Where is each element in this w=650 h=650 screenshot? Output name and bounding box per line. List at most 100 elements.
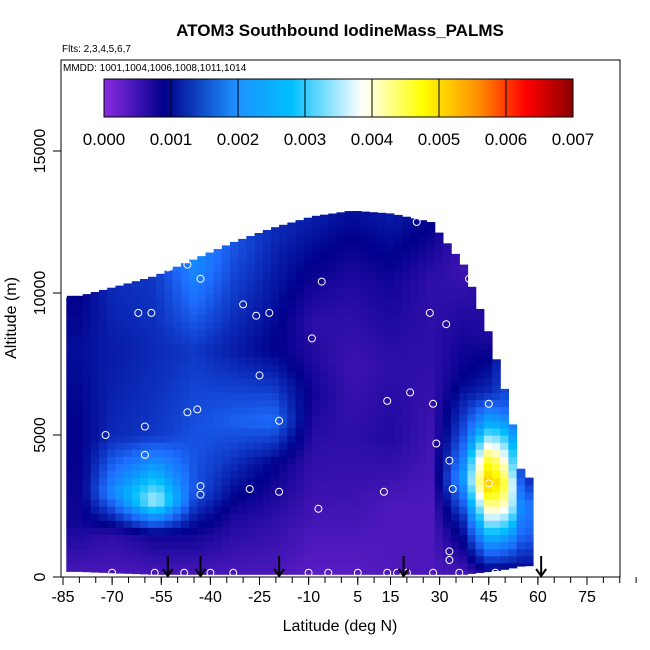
heatmap-cell	[402, 491, 411, 500]
heatmap-cell	[140, 513, 149, 521]
heatmap-cell	[328, 477, 338, 486]
heatmap-cell	[295, 477, 305, 486]
heatmap-cell	[148, 349, 157, 358]
heatmap-cell	[197, 442, 207, 450]
heatmap-cell	[164, 335, 174, 344]
heatmap-cell	[377, 506, 387, 514]
heatmap-cell	[418, 278, 428, 287]
heatmap-cell	[238, 328, 247, 337]
heatmap-cell	[254, 392, 264, 401]
heatmap-cell	[418, 470, 428, 479]
heatmap-cell	[66, 520, 76, 528]
heatmap-cell	[205, 456, 215, 464]
heatmap-cell	[369, 328, 378, 337]
heatmap-cell	[123, 534, 133, 543]
colorbar-tick-label: 0.000	[83, 130, 126, 149]
heatmap-cell	[442, 321, 452, 330]
heatmap-cell	[336, 236, 346, 244]
heatmap-cell	[238, 463, 247, 472]
heatmap-cell	[148, 307, 157, 315]
heatmap-cell	[230, 513, 239, 521]
heatmap-cell	[442, 534, 452, 543]
heatmap-cell	[459, 364, 469, 372]
heatmap-cell	[189, 555, 198, 564]
heatmap-cell	[172, 470, 182, 479]
heatmap-cell	[189, 392, 198, 401]
heatmap-cell	[205, 257, 215, 266]
heatmap-cell	[524, 513, 534, 521]
heatmap-cell	[377, 371, 387, 379]
heatmap-cell	[279, 420, 288, 429]
heatmap-cell	[74, 534, 84, 543]
x-tick-label: 5	[353, 589, 362, 606]
heatmap-cell	[74, 321, 84, 330]
heatmap-cell	[516, 513, 526, 521]
heatmap-cell	[295, 463, 305, 472]
heatmap-cell	[426, 527, 436, 535]
heatmap-cell	[66, 541, 76, 550]
heatmap-cell	[205, 470, 215, 479]
heatmap-cell	[426, 392, 436, 401]
heatmap-cell	[180, 263, 190, 266]
heatmap-cell	[180, 385, 190, 393]
heatmap-cell	[148, 276, 157, 280]
heatmap-cell	[361, 463, 370, 472]
heatmap-cell	[262, 498, 272, 507]
heatmap-cell	[524, 520, 534, 528]
heatmap-cell	[230, 328, 239, 337]
heatmap-cell	[123, 527, 133, 535]
observation-points	[59, 215, 523, 579]
heatmap-cell	[434, 463, 444, 472]
heatmap-cell	[385, 371, 395, 379]
heatmap-cell	[82, 385, 92, 393]
heatmap-cell	[361, 534, 370, 543]
heatmap-cell	[295, 427, 305, 436]
heatmap-cell	[500, 413, 509, 422]
heatmap-cell	[442, 491, 452, 500]
heatmap-cell	[230, 364, 239, 372]
heatmap-cell	[418, 435, 428, 443]
heatmap-cell	[352, 211, 362, 216]
heatmap-cell	[287, 520, 297, 528]
heatmap-cell	[418, 285, 428, 294]
heatmap-cell	[344, 342, 354, 351]
heatmap-cell	[385, 569, 395, 575]
heatmap-cell	[385, 562, 395, 571]
heatmap-cell	[205, 300, 215, 308]
heatmap-cell	[189, 328, 198, 337]
heatmap-cell	[451, 371, 460, 379]
heatmap-cell	[426, 406, 436, 415]
heatmap-cell	[90, 413, 100, 422]
heatmap-cell	[123, 484, 133, 493]
heatmap-cell	[344, 278, 354, 287]
heatmap-cell	[336, 335, 346, 344]
heatmap-cell	[336, 420, 346, 429]
heatmap-cell	[172, 293, 182, 301]
heatmap-cell	[426, 385, 436, 393]
heatmap-cell	[475, 314, 485, 322]
heatmap-cell	[279, 342, 288, 351]
heatmap-cell	[320, 413, 329, 422]
heatmap-cell	[82, 371, 92, 379]
heatmap-cell	[197, 491, 207, 500]
heatmap-cell	[230, 506, 239, 514]
heatmap-cell	[402, 520, 411, 528]
heatmap-cell	[254, 278, 264, 287]
heatmap-cell	[213, 364, 223, 372]
heatmap-cell	[311, 307, 321, 315]
heatmap-cell	[492, 555, 501, 564]
heatmap-cell	[271, 342, 280, 351]
heatmap-cell	[336, 278, 346, 287]
heatmap-cell	[74, 555, 84, 564]
heatmap-cell	[385, 534, 395, 543]
heatmap-cell	[115, 335, 125, 344]
heatmap-cell	[320, 285, 329, 294]
heatmap-cell	[467, 307, 477, 315]
heatmap-cell	[434, 314, 444, 322]
heatmap-cell	[238, 271, 247, 280]
y-tick-label: 5000	[32, 417, 49, 453]
heatmap-cell	[475, 349, 485, 358]
heatmap-cell	[483, 534, 493, 543]
heatmap-cell	[262, 378, 272, 386]
heatmap-cell	[279, 562, 288, 571]
